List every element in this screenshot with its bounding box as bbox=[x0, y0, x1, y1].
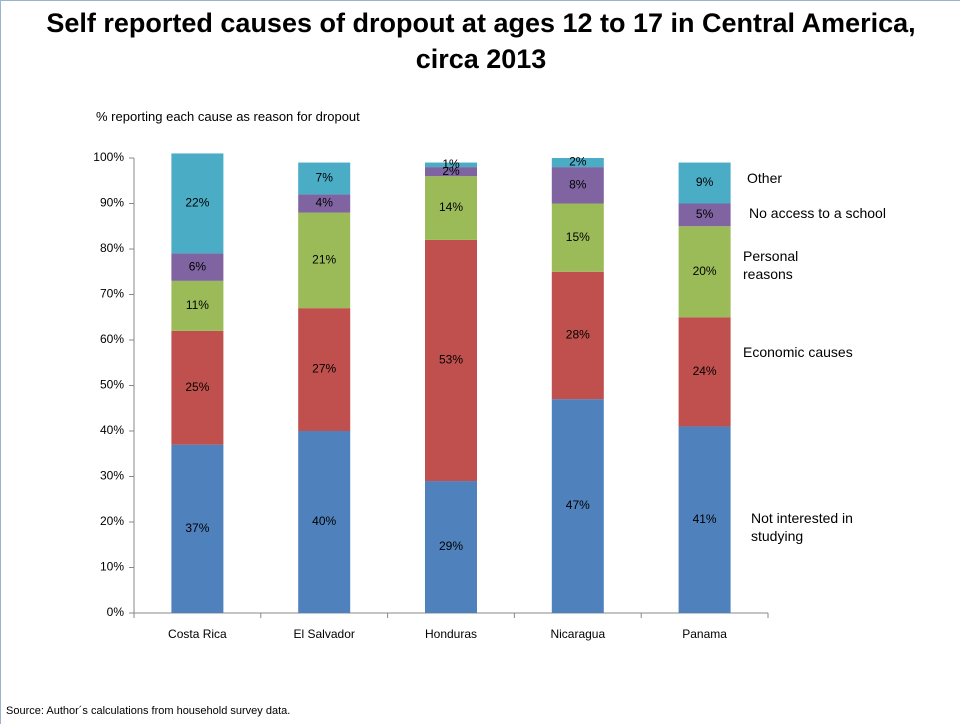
value-label: 8% bbox=[569, 177, 587, 191]
value-label: 14% bbox=[439, 200, 463, 214]
value-label: 41% bbox=[693, 512, 717, 526]
bar-segment bbox=[425, 239, 477, 482]
x-tick-label: Costa Rica bbox=[168, 627, 227, 641]
y-tick-label: 30% bbox=[100, 469, 124, 483]
y-tick-label: 100% bbox=[93, 150, 124, 164]
y-axis-label: % reporting each cause as reason for dro… bbox=[96, 109, 360, 124]
bar-segment bbox=[678, 203, 731, 227]
legend-label: Not interested in studying bbox=[751, 510, 853, 544]
legend-label: No access to a school bbox=[749, 205, 886, 221]
y-tick-label: 0% bbox=[107, 605, 125, 619]
x-tick-label: El Salvador bbox=[294, 627, 355, 641]
y-tick-label: 20% bbox=[100, 514, 124, 528]
legend-label: Personal reasons bbox=[743, 248, 799, 282]
x-tick-label: Panama bbox=[682, 627, 727, 641]
y-tick-label: 60% bbox=[100, 332, 124, 346]
value-label: 2% bbox=[569, 155, 587, 169]
bar-segment bbox=[171, 153, 224, 254]
bar-segment bbox=[298, 162, 351, 195]
y-tick-label: 40% bbox=[100, 423, 124, 437]
value-label: 40% bbox=[312, 514, 336, 528]
value-label: 27% bbox=[312, 362, 336, 376]
value-label: 11% bbox=[186, 298, 209, 312]
value-label: 21% bbox=[312, 253, 336, 267]
bar-segment bbox=[171, 330, 224, 445]
source-note: Source: Author´s calculations from house… bbox=[6, 705, 291, 717]
value-label: 25% bbox=[185, 380, 209, 394]
value-label: 2% bbox=[442, 164, 460, 178]
value-label: 47% bbox=[566, 498, 590, 512]
value-label: 9% bbox=[696, 175, 714, 189]
bar-segment bbox=[425, 481, 477, 613]
bar-segment bbox=[298, 308, 351, 431]
value-label: 53% bbox=[439, 353, 463, 367]
y-tick-label: 70% bbox=[100, 287, 124, 301]
x-tick-label: Nicaragua bbox=[550, 627, 605, 641]
chart-title: Self reported causes of dropout at ages … bbox=[46, 8, 916, 74]
x-tick-label: Honduras bbox=[425, 627, 477, 641]
value-label: 15% bbox=[566, 230, 590, 244]
value-label: 28% bbox=[566, 328, 590, 342]
bar-segment bbox=[171, 253, 224, 281]
bar-segment bbox=[678, 317, 731, 427]
bar-segment bbox=[425, 167, 477, 177]
bar-segment bbox=[678, 226, 731, 318]
value-label: 24% bbox=[693, 364, 717, 378]
bar-segment bbox=[171, 444, 224, 613]
value-label: 1% bbox=[442, 157, 460, 171]
value-label: 4% bbox=[316, 196, 334, 210]
bar-segment bbox=[678, 162, 731, 204]
value-label: 22% bbox=[185, 196, 209, 210]
bar-segment bbox=[678, 426, 731, 613]
legend-label: Other bbox=[747, 170, 783, 186]
value-label: 37% bbox=[185, 521, 209, 535]
bar-segment bbox=[551, 203, 604, 272]
value-label: 20% bbox=[693, 264, 717, 278]
value-label: 7% bbox=[316, 171, 334, 185]
legend-label: Economic causes bbox=[743, 344, 853, 360]
y-tick-label: 90% bbox=[100, 196, 124, 210]
bar-segment bbox=[425, 162, 477, 168]
bar-segment bbox=[298, 194, 351, 213]
y-tick-label: 80% bbox=[100, 241, 124, 255]
y-tick-label: 50% bbox=[100, 378, 124, 392]
bar-segment bbox=[425, 176, 477, 240]
value-label: 29% bbox=[439, 539, 463, 553]
bar-segment bbox=[551, 167, 604, 204]
bar-segment bbox=[551, 399, 604, 613]
value-label: 5% bbox=[696, 207, 714, 221]
bar-segment bbox=[171, 280, 224, 331]
value-label: 6% bbox=[189, 259, 207, 273]
bar-segment bbox=[298, 431, 351, 613]
bar-segment bbox=[551, 271, 604, 400]
bar-segment bbox=[298, 212, 351, 309]
y-tick-label: 10% bbox=[100, 560, 124, 574]
bar-segment bbox=[551, 158, 604, 168]
